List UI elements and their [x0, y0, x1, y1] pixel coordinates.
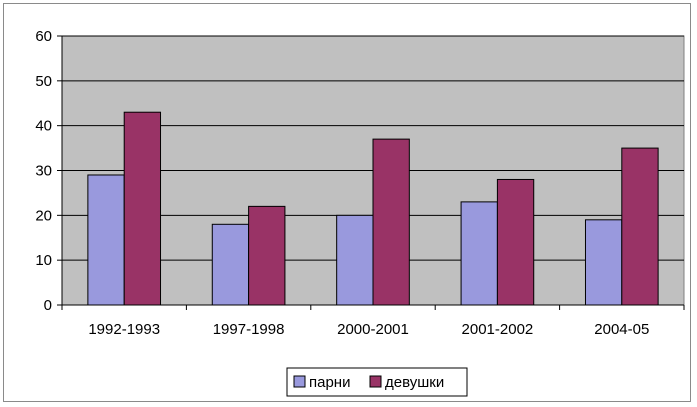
- y-tick-label: 30: [35, 163, 52, 180]
- bar-series-1-1997-1998: [211, 223, 250, 306]
- y-axis: 0 10 20 30 40 50 60: [35, 28, 63, 314]
- bar-series-1-2000-2001: [336, 214, 374, 306]
- x-tick-label: 2004-05: [594, 321, 649, 338]
- y-tick-label: 0: [44, 297, 52, 314]
- bar-series-1-1992-1993: [87, 174, 125, 306]
- legend-swatch-series-2: [369, 375, 382, 388]
- y-tick-label: 10: [35, 252, 52, 269]
- bar-series-1-2004-05: [584, 219, 623, 306]
- bar-series-2-1997-1998: [248, 205, 286, 306]
- bar-series-2-2004-05: [621, 147, 659, 306]
- x-tick-label: 1992-1993: [88, 321, 160, 338]
- y-tick-label: 20: [35, 207, 52, 224]
- x-tick-label: 1997-1998: [213, 321, 285, 338]
- bar-series-1-2001-2002: [460, 201, 498, 306]
- x-tick-label: 2001-2002: [462, 321, 534, 338]
- bar-series-2-2000-2001: [372, 138, 410, 306]
- x-axis: 1992-1993 1997-1998 2000-2001 2001-2002 2004…: [61, 304, 685, 338]
- y-tick-label: 50: [35, 73, 52, 90]
- legend-swatch-series-1: [293, 375, 306, 388]
- bar-series-2-2001-2002: [496, 178, 535, 306]
- bars: [87, 111, 659, 306]
- bar-series-2-1992-1993: [123, 111, 162, 306]
- legend-label-series-1: парни: [309, 374, 350, 391]
- legend: парни девушки: [286, 367, 468, 397]
- y-tick-label: 60: [35, 28, 52, 45]
- x-tick-label: 2000-2001: [337, 321, 409, 338]
- y-tick-label: 40: [35, 118, 52, 135]
- legend-label-series-2: девушки: [385, 374, 444, 391]
